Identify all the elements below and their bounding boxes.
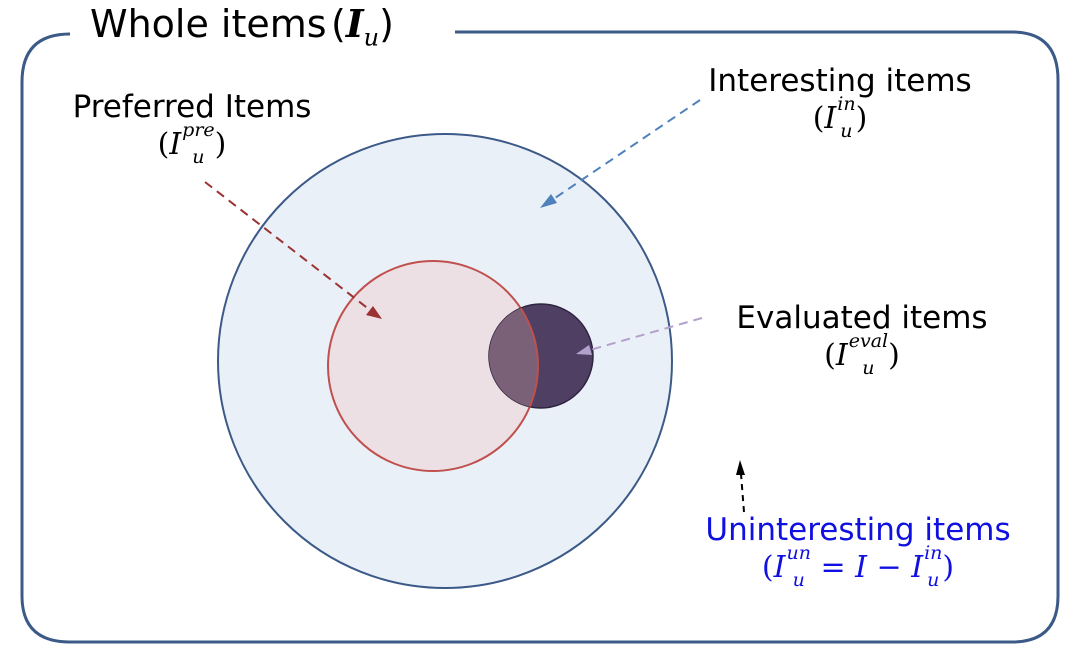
uninteresting-items-text: Uninteresting items: [705, 512, 1011, 548]
uninteresting-items-sub2: u: [927, 569, 940, 591]
whole-items-title-text: Whole items: [90, 2, 327, 46]
interesting-items-sup: in: [837, 93, 856, 115]
whole-items-sub: u: [363, 23, 380, 52]
evaluated-items-text: Evaluated items: [736, 300, 988, 336]
evaluated-items-label: Evaluated items (I eval u): [712, 300, 1012, 379]
preferred-items-text: Preferred Items: [72, 89, 312, 125]
preferred-items-sub: u: [192, 146, 205, 168]
evaluated-items-symbol: I: [835, 338, 848, 373]
uninteresting-items-symbol: I: [773, 550, 786, 585]
overlap-outline: [489, 304, 539, 408]
whole-items-symbol: I: [345, 1, 364, 46]
uninteresting-items-eq: = I −: [820, 550, 902, 585]
interesting-items-symbol: I: [824, 101, 837, 136]
uninteresting-items-arrow: [736, 460, 745, 513]
interesting-items-text: Interesting items: [708, 63, 972, 99]
interesting-items-label: Interesting items (I in u): [690, 63, 990, 142]
whole-items-frame: [20, 30, 1060, 644]
uninteresting-items-sup2: in: [924, 542, 943, 564]
uninteresting-items-sub: u: [792, 569, 805, 591]
evaluated-items-sup: eval: [848, 330, 889, 352]
whole-items-title: Whole items (Iu): [80, 0, 404, 52]
evaluated-items-sub: u: [862, 357, 875, 379]
interesting-items-sub: u: [840, 120, 853, 142]
preferred-items-label: Preferred Items (I pre u): [52, 89, 332, 168]
evaluated-items-arrow: [576, 317, 703, 355]
interesting-items-arrow: [540, 99, 701, 208]
preferred-items-arrow: [204, 181, 382, 319]
preferred-items-sup: pre: [182, 119, 215, 141]
uninteresting-items-sup: un: [786, 542, 811, 564]
preferred-items-symbol: I: [169, 127, 182, 162]
